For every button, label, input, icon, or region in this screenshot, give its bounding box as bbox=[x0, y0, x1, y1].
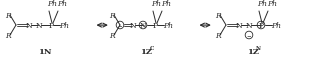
Text: Ph: Ph bbox=[271, 22, 281, 29]
Text: N: N bbox=[140, 22, 146, 29]
Text: −: − bbox=[118, 23, 122, 28]
Text: R: R bbox=[109, 12, 115, 20]
Text: Ph: Ph bbox=[151, 0, 161, 8]
Text: P: P bbox=[48, 22, 54, 29]
Text: R: R bbox=[5, 12, 11, 20]
Text: N: N bbox=[26, 22, 32, 29]
Text: R: R bbox=[215, 12, 221, 20]
Text: +: + bbox=[259, 23, 263, 28]
Text: Ph: Ph bbox=[257, 0, 267, 8]
Text: N: N bbox=[36, 22, 42, 29]
Text: N: N bbox=[129, 22, 136, 29]
Text: R: R bbox=[5, 31, 11, 39]
Text: P: P bbox=[153, 22, 158, 29]
Text: 1Z: 1Z bbox=[140, 47, 152, 55]
Text: N: N bbox=[256, 45, 261, 50]
Text: 1N: 1N bbox=[38, 47, 52, 55]
Text: Ph: Ph bbox=[59, 22, 69, 29]
Text: N: N bbox=[246, 22, 252, 29]
Text: −: − bbox=[247, 33, 251, 38]
Text: N: N bbox=[236, 22, 242, 29]
Text: +: + bbox=[141, 23, 145, 28]
Text: Ph: Ph bbox=[163, 22, 173, 29]
Text: Ph: Ph bbox=[161, 0, 171, 8]
Text: Ph: Ph bbox=[47, 0, 57, 8]
Text: C: C bbox=[150, 45, 154, 50]
Text: P: P bbox=[258, 22, 264, 29]
Text: Ph: Ph bbox=[57, 0, 67, 8]
Text: 1Z: 1Z bbox=[247, 47, 259, 55]
Text: R: R bbox=[109, 31, 115, 39]
Text: R: R bbox=[215, 31, 221, 39]
Text: Ph: Ph bbox=[267, 0, 277, 8]
